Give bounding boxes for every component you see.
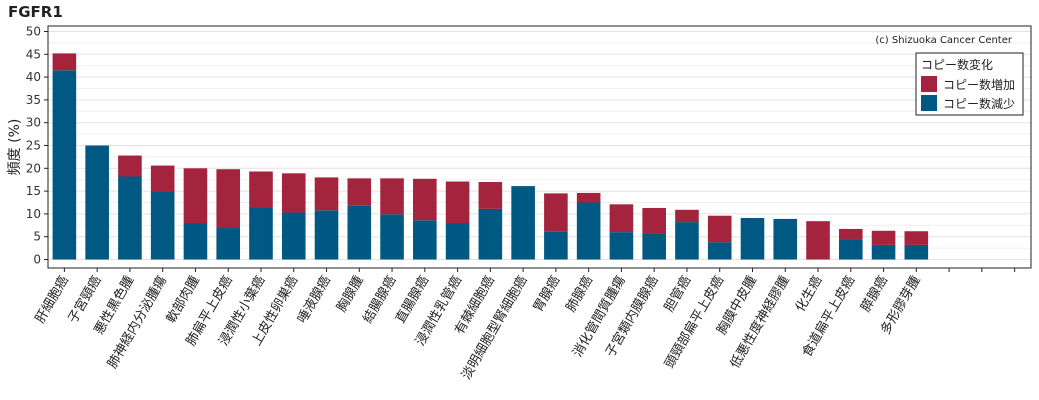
bar-loss: [216, 228, 241, 260]
bar-loss: [314, 210, 339, 260]
legend-swatch-gain: [921, 76, 937, 92]
bar-gain: [478, 181, 503, 209]
y-tick-label: 20: [26, 161, 41, 175]
bar-loss: [642, 233, 666, 260]
bar-gain: [806, 221, 830, 260]
bar-gain: [544, 193, 568, 232]
x-tick-label: 化生癌: [792, 273, 825, 315]
x-tick-label: 胸腺腫: [333, 273, 366, 315]
bar-loss: [445, 223, 470, 260]
bar-loss: [707, 242, 732, 260]
y-tick-label: 45: [26, 47, 41, 61]
chart-title: FGFR1: [8, 3, 63, 21]
y-tick-label: 15: [26, 184, 41, 198]
y-tick-label: 40: [26, 70, 41, 84]
bar-gain: [150, 165, 175, 193]
x-tick-label: 頭頸部扁平上皮癌: [661, 273, 727, 371]
bar-gain: [413, 178, 437, 221]
bar-gain: [871, 230, 896, 245]
bar-gain: [642, 207, 666, 234]
grid-layer: [48, 31, 1031, 260]
x-tick-label: 肺神経内分泌腫瘍: [104, 273, 170, 371]
bar-gain: [314, 177, 339, 211]
bar-loss: [478, 208, 503, 260]
bar-gain: [675, 209, 699, 223]
y-tick-label: 30: [26, 116, 41, 130]
bar-loss: [740, 218, 765, 260]
y-tick-label: 5: [33, 230, 41, 244]
bar-loss: [183, 223, 208, 260]
bar-gain: [904, 231, 929, 245]
bar-loss: [249, 207, 273, 260]
bar-gain: [347, 178, 372, 206]
y-tick-label: 10: [26, 207, 41, 221]
credit-text: (c) Shizuoka Cancer Center: [875, 35, 1013, 46]
y-tick-label: 50: [26, 25, 41, 39]
legend-label-loss: コピー数減少: [943, 96, 1015, 111]
bar-loss: [347, 205, 372, 260]
y-tick-label: 25: [26, 139, 41, 153]
bar-loss: [511, 186, 535, 260]
x-tick-label: 低悪性度神経膠腫: [727, 273, 793, 371]
x-tick-label: 膵腺癌: [858, 273, 891, 315]
bar-loss: [675, 222, 699, 260]
bar-loss: [576, 202, 601, 260]
bar-loss: [609, 232, 634, 260]
bar-loss: [85, 145, 109, 260]
bar-loss: [380, 214, 404, 260]
bar-loss: [413, 220, 437, 260]
bar-loss: [871, 244, 896, 260]
bar-loss: [281, 212, 306, 260]
bar-loss: [52, 70, 77, 260]
y-tick-label: 35: [26, 93, 41, 107]
legend-title: コピー数変化: [921, 57, 993, 72]
bar-gain: [576, 192, 601, 203]
bar-gain: [52, 53, 77, 71]
legend-swatch-loss: [921, 95, 937, 111]
x-tick-label: 胃腺癌: [530, 273, 563, 315]
x-tick-label: 胆管癌: [661, 273, 694, 315]
bar-gain: [838, 228, 863, 240]
x-axis: 肝細胞癌子宮頸癌悪性黒色腫肺神経内分泌腫瘍軟部肉腫肺扁平上皮癌浸潤性小葉癌上皮性…: [32, 268, 1016, 382]
bar-gain: [445, 181, 470, 224]
bar-gain: [380, 178, 404, 215]
legend-label-gain: コピー数増加: [943, 77, 1015, 92]
x-tick-label: 肺腺癌: [563, 273, 596, 315]
bar-loss: [150, 192, 175, 260]
bars-layer: [52, 53, 929, 260]
bar-gain: [609, 204, 634, 233]
bar-gain: [183, 168, 208, 224]
plot-frame: [47, 25, 1032, 269]
bar-gain: [281, 173, 306, 213]
bar-gain: [216, 169, 241, 229]
bar-gain: [249, 171, 273, 208]
y-axis-title: 頻度 (%): [7, 119, 23, 176]
legend: コピー数変化 コピー数増加 コピー数減少: [915, 52, 1024, 116]
bar-gain: [707, 215, 732, 243]
bar-loss: [544, 231, 568, 260]
bar-loss: [838, 239, 863, 260]
bar-loss: [118, 176, 142, 260]
bar-loss: [773, 218, 798, 260]
bar-gain: [118, 155, 142, 177]
bar-loss: [904, 244, 929, 260]
y-tick-label: 0: [33, 253, 41, 267]
y-axis: 0 5 10 15 20 25 30 35 40 45 50: [26, 25, 48, 267]
